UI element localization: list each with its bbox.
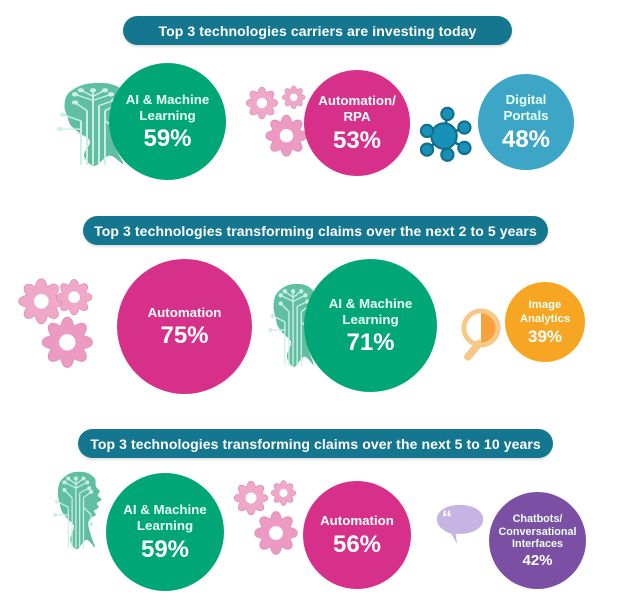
svg-text:“: “ — [442, 507, 452, 529]
